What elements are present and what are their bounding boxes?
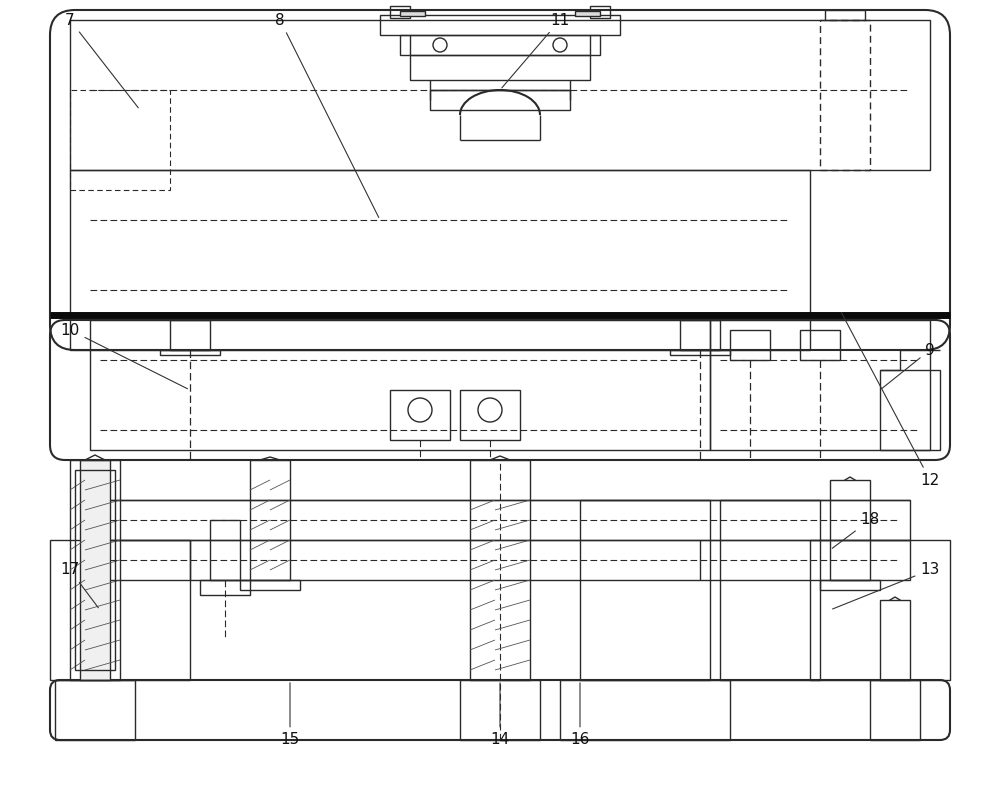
Text: 16: 16 bbox=[570, 683, 590, 747]
Bar bbox=[90, 500, 910, 540]
Bar bbox=[800, 330, 840, 360]
Bar bbox=[70, 20, 930, 170]
Bar bbox=[880, 370, 940, 450]
Bar bbox=[730, 330, 770, 360]
Bar bbox=[170, 320, 210, 350]
Bar bbox=[470, 460, 530, 680]
Bar bbox=[810, 540, 950, 680]
Text: 17: 17 bbox=[60, 562, 98, 608]
Bar bbox=[820, 20, 870, 170]
Bar bbox=[820, 580, 880, 590]
Text: 18: 18 bbox=[832, 513, 880, 548]
Bar bbox=[430, 90, 570, 110]
Bar bbox=[75, 470, 115, 670]
Bar bbox=[400, 11, 425, 16]
Bar bbox=[825, 10, 865, 20]
Bar bbox=[250, 460, 290, 580]
Bar bbox=[390, 390, 450, 440]
Bar bbox=[70, 460, 120, 680]
Bar bbox=[830, 480, 870, 580]
Bar bbox=[670, 350, 730, 355]
Bar bbox=[680, 320, 720, 350]
Bar bbox=[870, 680, 920, 740]
Bar bbox=[560, 680, 730, 740]
Bar bbox=[460, 680, 540, 740]
Bar bbox=[210, 520, 240, 580]
Bar bbox=[90, 540, 910, 580]
Text: 13: 13 bbox=[833, 562, 940, 609]
Bar bbox=[380, 15, 620, 35]
Bar bbox=[160, 350, 220, 355]
Text: 9: 9 bbox=[882, 343, 935, 388]
Text: 8: 8 bbox=[275, 13, 379, 217]
Bar bbox=[80, 460, 110, 680]
Bar bbox=[50, 540, 190, 680]
Bar bbox=[240, 580, 300, 590]
Text: 14: 14 bbox=[490, 683, 510, 747]
Bar bbox=[70, 170, 810, 350]
Text: 11: 11 bbox=[502, 13, 570, 88]
Bar bbox=[410, 55, 590, 80]
Bar bbox=[720, 500, 820, 680]
Bar bbox=[710, 320, 930, 450]
Bar bbox=[460, 390, 520, 440]
Bar bbox=[200, 580, 250, 595]
Bar bbox=[400, 35, 600, 55]
Bar bbox=[590, 6, 610, 18]
Text: 15: 15 bbox=[280, 683, 300, 747]
Bar bbox=[575, 11, 600, 16]
Bar bbox=[70, 90, 170, 190]
Bar bbox=[90, 320, 710, 450]
Text: 10: 10 bbox=[60, 322, 188, 389]
Bar bbox=[55, 680, 135, 740]
Bar bbox=[580, 500, 710, 680]
Text: 12: 12 bbox=[841, 313, 940, 487]
Bar bbox=[390, 6, 410, 18]
Bar bbox=[880, 600, 910, 680]
Text: 7: 7 bbox=[65, 13, 138, 107]
